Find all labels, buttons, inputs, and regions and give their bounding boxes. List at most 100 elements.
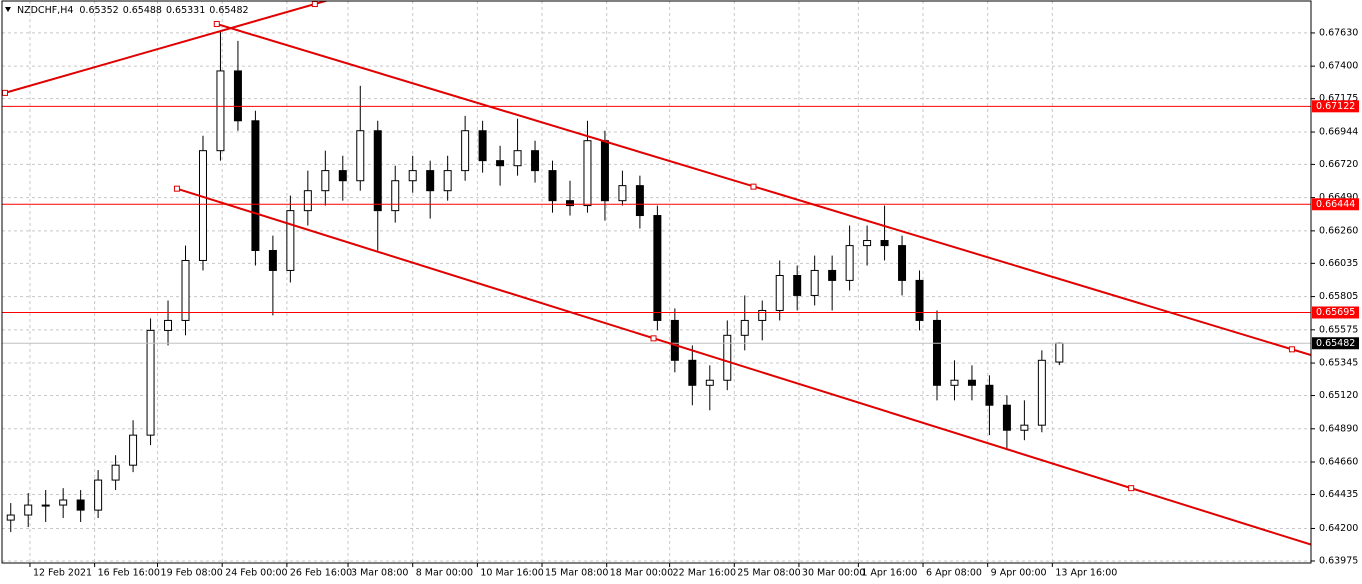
- candle-body: [129, 434, 138, 466]
- x-tick-label: 22 Mar 16:00: [673, 568, 736, 579]
- y-tick-label: 0.67630: [1319, 27, 1358, 38]
- candle-body: [880, 240, 889, 247]
- candle-body: [670, 319, 679, 361]
- x-tick-label: 9 Apr 00:00: [991, 568, 1047, 579]
- candle-body: [321, 170, 330, 192]
- candle-body: [915, 279, 924, 321]
- y-tick-label: 0.65575: [1319, 324, 1358, 335]
- y-tick-label: 0.66490: [1319, 192, 1358, 203]
- candle-body: [94, 479, 103, 511]
- price-level-tag: [1312, 100, 1359, 113]
- candle-body: [373, 130, 382, 212]
- x-tick-label: 12 Feb 2021: [33, 568, 92, 579]
- x-tick-label: 19 Feb 08:00: [161, 568, 223, 579]
- x-tick-label: 1 Apr 16:00: [861, 568, 917, 579]
- candle-body: [705, 379, 714, 386]
- candle-body: [810, 269, 819, 296]
- candle-body: [251, 120, 260, 252]
- trend-anchor: [1128, 485, 1135, 492]
- candle-body: [775, 274, 784, 311]
- candle-body: [24, 504, 33, 516]
- candle-body: [286, 210, 295, 271]
- y-tick-label: 0.66035: [1319, 258, 1358, 269]
- trend-anchor: [213, 20, 220, 27]
- candle-body: [338, 170, 347, 182]
- y-tick-label: 0.64660: [1319, 457, 1358, 468]
- candle-body: [600, 140, 609, 202]
- candle-body: [653, 215, 662, 321]
- candle-body: [496, 160, 505, 167]
- candle-body: [408, 170, 417, 182]
- price-level-label: 0.67122: [1316, 101, 1355, 112]
- trend-line: [4, 1, 330, 94]
- y-tick-label: 0.64200: [1319, 523, 1358, 534]
- candle-body: [233, 70, 242, 122]
- high: 0.65488: [123, 5, 162, 16]
- y-tick-label: 0.66944: [1319, 127, 1358, 138]
- y-tick-label: 0.67175: [1319, 93, 1358, 104]
- y-tick-label: 0.67400: [1319, 61, 1358, 72]
- y-tick-label: 0.64890: [1319, 423, 1358, 434]
- candle-body: [216, 70, 225, 152]
- candle-body: [41, 504, 50, 507]
- x-tick-label: 15 Mar 08:00: [545, 568, 608, 579]
- candle-body: [863, 240, 872, 247]
- price-level-label: 0.65695: [1316, 307, 1355, 318]
- candle-body: [1055, 342, 1064, 363]
- candle-body: [548, 170, 557, 202]
- x-tick-label: 18 Mar 00:00: [610, 568, 673, 579]
- candle-body: [6, 514, 15, 521]
- candle-body: [740, 319, 749, 336]
- x-tick-label: 3 Mar 08:00: [351, 568, 408, 579]
- candle-body: [758, 309, 767, 321]
- trend-anchor: [2, 89, 8, 96]
- trend-anchor: [173, 185, 180, 192]
- candle-body: [1002, 404, 1011, 431]
- trend-anchor: [650, 335, 657, 342]
- x-tick-label: 6 Apr 08:00: [926, 568, 982, 579]
- candle-body: [635, 185, 644, 217]
- trend-anchor: [1288, 346, 1295, 353]
- header: NZDCHF,H4 0.65352 0.65488 0.65331 0.65482: [17, 5, 249, 16]
- plot-area: [2, 1, 1311, 563]
- candle-body: [583, 140, 592, 207]
- candle-body: [164, 319, 173, 331]
- x-tick-label: 13 Apr 16:00: [1055, 568, 1117, 579]
- price-level-tag: [1312, 306, 1359, 319]
- candle-body: [513, 150, 522, 167]
- current-price-label: 0.65482: [1316, 338, 1355, 349]
- candle-body: [828, 269, 837, 281]
- candle-body: [565, 200, 574, 207]
- y-tick-label: 0.65805: [1319, 291, 1358, 302]
- candle-body: [933, 319, 941, 386]
- x-tick-label: 16 Feb 16:00: [98, 568, 160, 579]
- trend-line: [216, 23, 1311, 357]
- candle-body: [1037, 359, 1046, 426]
- candle-body: [723, 334, 732, 381]
- candle-body: [531, 150, 540, 172]
- y-tick-label: 0.63975: [1319, 555, 1358, 566]
- candle-body: [688, 359, 697, 386]
- y-tick-label: 0.64435: [1319, 489, 1358, 500]
- open: 0.65352: [79, 5, 118, 16]
- x-tick-label: 25 Mar 08:00: [737, 568, 800, 579]
- candle-body: [111, 464, 120, 481]
- y-tick-label: 0.66260: [1319, 225, 1358, 236]
- close: 0.65482: [209, 5, 248, 16]
- candle-body: [443, 170, 452, 192]
- x-tick-label: 8 Mar 00:00: [416, 568, 473, 579]
- candle-body: [426, 170, 435, 192]
- candle-body: [793, 274, 802, 296]
- y-tick-label: 0.65120: [1319, 390, 1358, 401]
- current-price-tag: [1312, 337, 1359, 350]
- trend-anchor: [311, 1, 318, 8]
- price-level-tag: [1312, 198, 1359, 211]
- plot-frame: [1, 0, 1312, 564]
- candle-body: [76, 499, 85, 511]
- candle-body: [618, 185, 627, 202]
- candle-body: [950, 379, 959, 386]
- menu-triangle[interactable]: [5, 7, 11, 12]
- candle-body: [59, 499, 68, 506]
- candle-body: [268, 250, 277, 271]
